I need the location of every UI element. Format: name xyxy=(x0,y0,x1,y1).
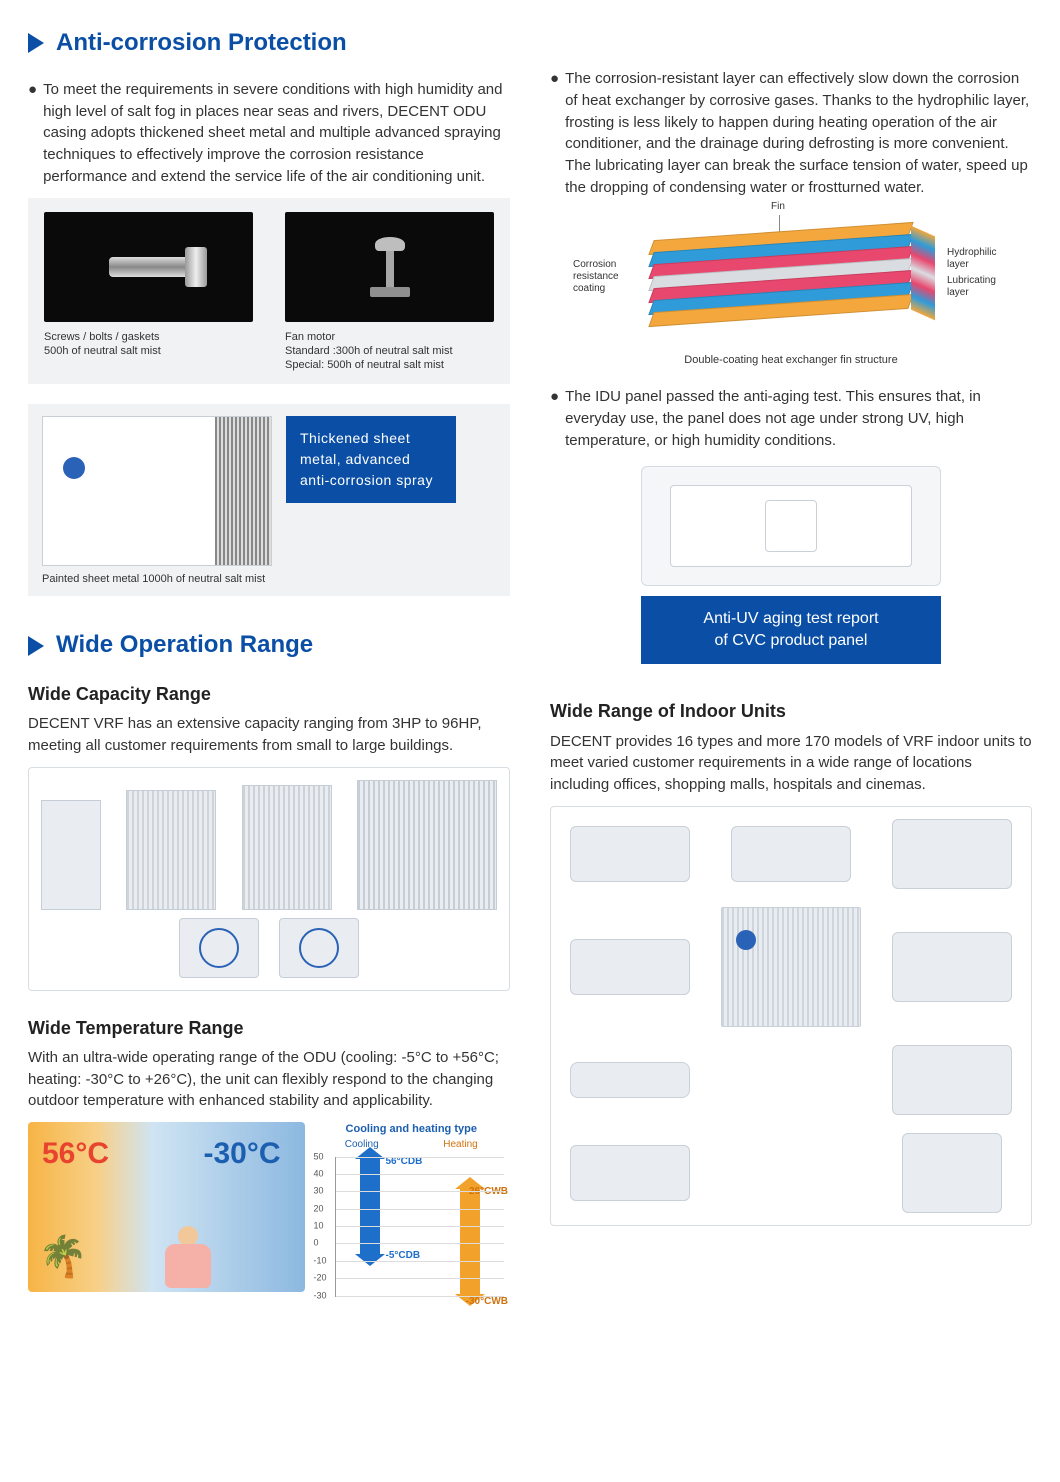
anticorrosion-left-bullet: ● To meet the requirements in severe con… xyxy=(28,79,510,188)
screws-item: Screws / bolts / gaskets 500h of neutral… xyxy=(44,212,253,373)
unit-med1 xyxy=(126,790,216,910)
triangle-icon xyxy=(28,33,44,53)
mini-unit-1 xyxy=(179,918,259,978)
fin-structure-diagram: Fin Corrosion resistance coating Hydroph… xyxy=(550,217,1032,369)
idu-panel-bullet: ● The IDU panel passed the anti-aging te… xyxy=(550,386,1032,451)
cvc-report-bar: Anti-UV aging test report of CVC product… xyxy=(641,596,941,665)
capacity-units-panel xyxy=(28,767,510,991)
tc-tick: -30 xyxy=(314,1289,327,1302)
wide-capacity-body: DECENT VRF has an extensive capacity ran… xyxy=(28,713,510,757)
fin-caption: Double-coating heat exchanger fin struct… xyxy=(550,353,1032,369)
tc-tick: -20 xyxy=(314,1272,327,1285)
hydro-label: Hydrophilic layer xyxy=(947,247,1007,271)
iu-slim xyxy=(570,939,690,995)
iu-concealed xyxy=(570,1145,690,1201)
bullet-dot: ● xyxy=(550,68,559,199)
fan-item: Fan motor Standard :300h of neutral salt… xyxy=(285,212,494,373)
wide-temp-head: Wide Temperature Range xyxy=(28,1015,510,1041)
palm-icon: 🌴 xyxy=(38,1228,88,1286)
heating-label: Heating xyxy=(443,1138,477,1153)
heating-arrow xyxy=(460,1187,480,1296)
bullet-text: The corrosion-resistant layer can effect… xyxy=(565,68,1032,199)
triangle-icon xyxy=(28,636,44,656)
odu-panel: Painted sheet metal 1000h of neutral sal… xyxy=(28,404,510,596)
tc-title: Cooling and heating type xyxy=(313,1122,511,1138)
iu-wall xyxy=(570,1062,690,1098)
screws-sub: 500h of neutral salt mist xyxy=(44,344,253,358)
iu-cassette-2 xyxy=(892,932,1012,1002)
fan-sub2: Special: 500h of neutral salt mist xyxy=(285,358,494,372)
cassette-panel: Anti-UV aging test report of CVC product… xyxy=(550,466,1032,665)
corrosion-label: Corrosion resistance coating xyxy=(573,259,633,295)
cvc-line2: of CVC product panel xyxy=(657,630,925,652)
iu-cassette-3 xyxy=(892,1045,1012,1115)
section-title-text: Wide Operation Range xyxy=(56,628,313,663)
iu-duct-1 xyxy=(570,826,690,882)
temp-banner: 56°C -30°C 🌴 xyxy=(28,1122,305,1292)
mini-unit-2 xyxy=(279,918,359,978)
tc-tick: 30 xyxy=(314,1185,324,1198)
wide-temp-body: With an ultra-wide operating range of th… xyxy=(28,1047,510,1112)
tc-tick: -10 xyxy=(314,1254,327,1267)
bullet-dot: ● xyxy=(28,79,37,188)
fan-sub1: Standard :300h of neutral salt mist xyxy=(285,344,494,358)
section-wide-operation-title: Wide Operation Range xyxy=(28,628,510,663)
iu-cassette-1 xyxy=(892,819,1012,889)
lube-label: Lubricating layer xyxy=(947,275,1007,299)
cvc-line1: Anti-UV aging test report xyxy=(657,608,925,630)
components-panel: Screws / bolts / gaskets 500h of neutral… xyxy=(28,198,510,385)
hot-label: 56°C xyxy=(42,1132,109,1176)
iu-odu-center xyxy=(721,907,861,1027)
odu-caption: Painted sheet metal 1000h of neutral sal… xyxy=(42,572,272,588)
cassette-image xyxy=(641,466,941,586)
tc-tick: 40 xyxy=(314,1167,324,1180)
unit-med2 xyxy=(242,785,332,910)
unit-large xyxy=(357,780,497,910)
bullet-text: The IDU panel passed the anti-aging test… xyxy=(565,386,1032,451)
indoor-units-body: DECENT provides 16 types and more 170 mo… xyxy=(550,731,1032,796)
corrosion-layer-bullet: ● The corrosion-resistant layer can effe… xyxy=(550,68,1032,199)
fin-label: Fin xyxy=(771,201,785,213)
temp-range-graphic: 56°C -30°C 🌴 Cooling and heating type Co… xyxy=(28,1122,510,1296)
section-title-text: Anti-corrosion Protection xyxy=(56,26,347,61)
wide-capacity-head: Wide Capacity Range xyxy=(28,681,510,707)
fan-title: Fan motor xyxy=(285,330,494,344)
lab-neg30cwb: -30°CWB xyxy=(466,1295,508,1310)
unit-small xyxy=(41,800,101,910)
fan-image xyxy=(285,212,494,322)
iu-floor xyxy=(902,1133,1002,1213)
temp-chart: Cooling and heating type Cooling Heating… xyxy=(313,1122,511,1296)
tc-tick: 50 xyxy=(314,1150,324,1163)
odu-image xyxy=(42,416,272,566)
tc-tick: 10 xyxy=(314,1220,324,1233)
indoor-units-panel xyxy=(550,806,1032,1226)
section-anti-corrosion-title: Anti-corrosion Protection xyxy=(28,26,510,61)
indoor-units-head: Wide Range of Indoor Units xyxy=(550,698,1032,724)
bullet-dot: ● xyxy=(550,386,559,451)
screws-image xyxy=(44,212,253,322)
cold-label: -30°C xyxy=(203,1132,280,1176)
screws-title: Screws / bolts / gaskets xyxy=(44,330,253,344)
cooling-arrow xyxy=(360,1157,380,1256)
tc-tick: 20 xyxy=(314,1202,324,1215)
iu-duct-2 xyxy=(731,826,851,882)
bullet-text: To meet the requirements in severe condi… xyxy=(43,79,510,188)
person-icon xyxy=(165,1226,211,1288)
odu-callout: Thickened sheet metal, advanced anti-cor… xyxy=(286,416,456,503)
tc-tick: 0 xyxy=(314,1237,319,1250)
